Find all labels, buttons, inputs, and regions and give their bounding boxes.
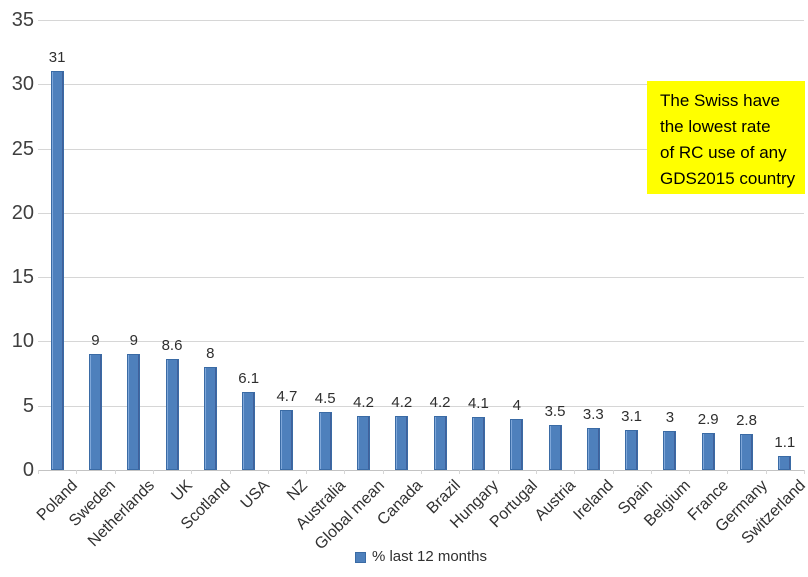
x-axis-tick xyxy=(689,470,691,474)
legend-label: % last 12 months xyxy=(371,548,488,565)
bar-austria xyxy=(548,425,562,470)
bar-value-label: 4.1 xyxy=(467,395,489,413)
y-axis-tick-label: 20 xyxy=(11,201,34,224)
y-axis-tick-label: 25 xyxy=(11,137,34,160)
x-axis-tick xyxy=(727,470,729,474)
x-axis-tick xyxy=(76,470,78,474)
bar-canada xyxy=(395,416,409,470)
bar-portugal xyxy=(510,418,524,470)
bar-sweden xyxy=(88,354,102,470)
x-axis-tick xyxy=(804,470,805,474)
bar-value-label: 4.2 xyxy=(429,394,451,411)
x-axis-tick xyxy=(344,470,346,474)
bar-value-label: 8.6 xyxy=(161,337,183,355)
bar-ireland xyxy=(586,427,600,470)
y-axis-tick-label: 35 xyxy=(11,9,34,31)
bar-scotland xyxy=(203,367,217,470)
bar-poland xyxy=(50,71,64,470)
y-axis-tick-label: 30 xyxy=(11,73,34,96)
x-axis-tick xyxy=(229,470,231,474)
gridline xyxy=(38,20,804,21)
y-axis-tick-label: 15 xyxy=(11,266,34,289)
x-axis-tick xyxy=(612,470,614,474)
legend-swatch-icon xyxy=(354,551,366,563)
x-axis-tick xyxy=(114,470,116,474)
y-axis-tick-label: 5 xyxy=(22,394,34,417)
bar-value-label: 3 xyxy=(665,409,675,427)
bar-usa xyxy=(242,391,256,470)
bar-value-label: 3.1 xyxy=(621,408,643,426)
gridline xyxy=(38,212,804,214)
gridline xyxy=(38,405,804,407)
gridline xyxy=(38,148,804,150)
bar-value-label: 6.1 xyxy=(238,369,260,387)
bar-value-label: 4.2 xyxy=(353,394,374,411)
y-axis-tick-label: 0 xyxy=(22,459,34,481)
x-axis-tick xyxy=(574,470,576,474)
gridline xyxy=(38,84,804,86)
x-axis-tick xyxy=(421,470,422,474)
x-axis-tick xyxy=(535,470,537,474)
annotation-box: The Swiss have the lowest rate of RC use… xyxy=(647,81,805,194)
bar-value-label: 9 xyxy=(91,332,100,350)
bar-value-label: 3.3 xyxy=(582,405,604,423)
bar-value-label: 9 xyxy=(129,332,138,350)
bar-nz xyxy=(280,409,294,470)
x-axis-tick xyxy=(459,470,461,474)
bar-global-mean xyxy=(357,416,370,470)
x-axis-tick xyxy=(152,470,154,474)
y-axis-tick-label: 10 xyxy=(11,330,34,353)
x-axis-tick xyxy=(38,470,39,474)
bar-belgium xyxy=(663,431,677,470)
bar-spain xyxy=(625,430,639,470)
x-axis-tick xyxy=(267,470,269,474)
bar-switzerland xyxy=(778,455,792,470)
gridline xyxy=(38,277,804,279)
annotation-line: the lowest rate xyxy=(660,117,771,136)
bar-value-label: 2.8 xyxy=(736,412,757,429)
x-axis-tick xyxy=(497,470,499,474)
bar-value-label: 3.5 xyxy=(544,403,566,420)
annotation-line: The Swiss have xyxy=(660,91,780,110)
bar-uk xyxy=(165,359,179,470)
legend: % last 12 months xyxy=(38,549,804,565)
bar-value-label: 8 xyxy=(206,345,215,363)
bar-value-label: 1.1 xyxy=(774,433,796,451)
bar-value-label: 2.9 xyxy=(697,410,719,428)
x-axis-tick xyxy=(765,470,767,474)
bar-value-label: 4.5 xyxy=(314,390,336,408)
gridline xyxy=(38,341,804,343)
x-axis-tick xyxy=(306,470,308,474)
bar-value-label: 4 xyxy=(512,396,521,414)
bar-hungary xyxy=(471,417,485,470)
bar-value-label: 4.2 xyxy=(391,394,413,411)
bar-brazil xyxy=(433,416,447,470)
bar-value-label: 4.7 xyxy=(276,387,298,405)
bar-value-label: 31 xyxy=(48,49,66,67)
bar-netherlands xyxy=(127,354,141,470)
x-axis-tick xyxy=(382,470,384,474)
bar-australia xyxy=(318,412,332,470)
x-axis-tick xyxy=(650,470,652,474)
x-axis-tick xyxy=(191,470,193,474)
annotation-line: of RC use of any xyxy=(660,143,787,162)
bar-france xyxy=(701,432,715,470)
bar-germany xyxy=(740,434,753,470)
annotation-line: GDS2015 country xyxy=(660,169,796,188)
